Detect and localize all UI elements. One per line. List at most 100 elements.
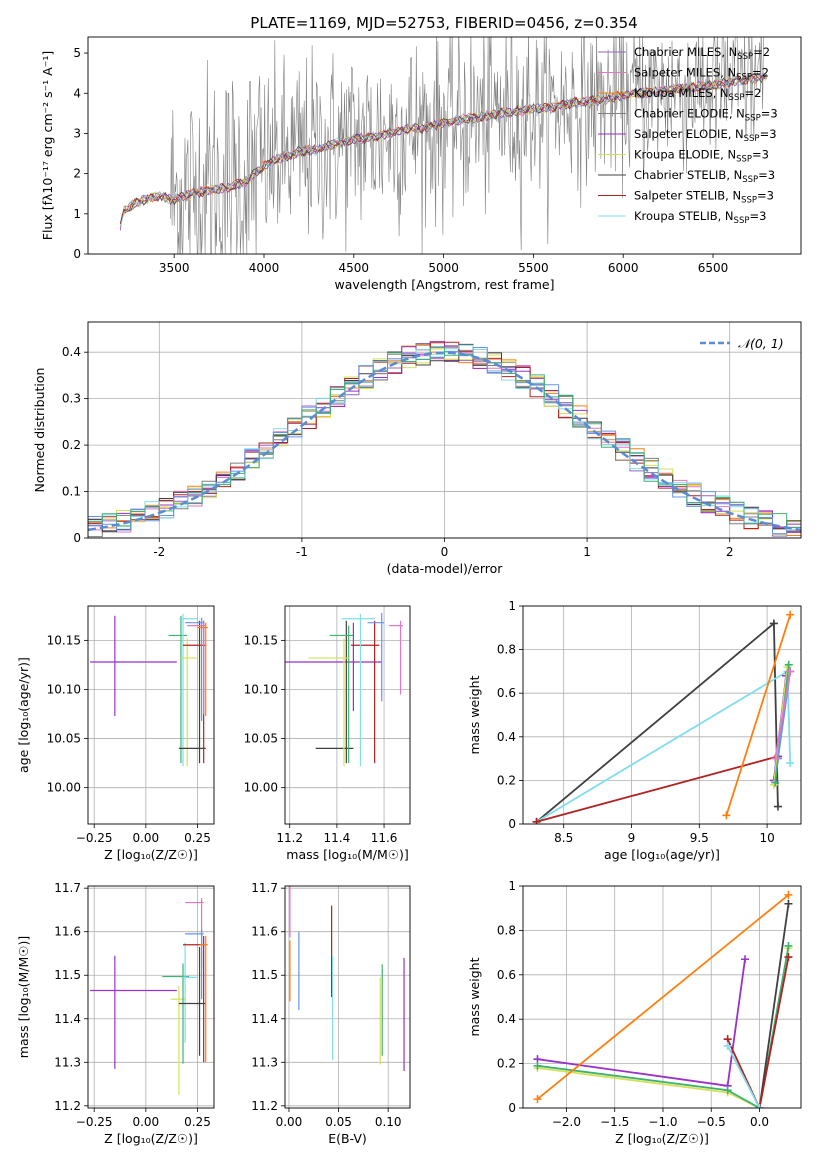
y-tick-label: 1 <box>508 879 516 893</box>
y-axis-label: mass weight <box>467 957 482 1036</box>
y-axis-label: Normed distribution <box>32 368 47 493</box>
errorbar-point <box>187 620 206 715</box>
series <box>771 667 795 763</box>
series-line <box>774 671 792 759</box>
normal-curve <box>88 351 801 532</box>
y-tick-label: 0 <box>73 531 81 545</box>
legend-label: Salpeter ELODIE, NSSP=3 <box>634 127 777 144</box>
series-marker <box>723 1041 732 1050</box>
series-marker <box>723 1086 732 1095</box>
errorbar-point <box>308 638 349 767</box>
y-tick-label: 10.15 <box>244 633 278 647</box>
axes-frame <box>87 605 215 825</box>
axes-frame <box>87 885 215 1109</box>
series-line <box>537 945 790 1108</box>
y-tick-label: 10.10 <box>47 682 81 696</box>
axes-frame <box>87 321 802 539</box>
y-tick-label: 5 <box>73 46 81 60</box>
x-tick-label: 11.6 <box>371 831 398 845</box>
series-marker <box>722 811 731 820</box>
y-tick-label: 11.2 <box>54 1099 81 1113</box>
plot-area-mass-vs-Z <box>90 898 208 1095</box>
series-line <box>725 614 792 816</box>
x-tick-label: 2 <box>726 545 734 559</box>
series-marker <box>769 619 778 628</box>
y-tick-label: 0.8 <box>497 923 516 937</box>
errorbar-point <box>329 625 354 764</box>
x-tick-label: 0.0 <box>750 1115 769 1129</box>
series-marker <box>784 660 793 669</box>
axes-mass-vs-Z: −0.25 0.00 0.25 11.2 11.3 11.4 11.5 11.6 11.7 Z [… <box>16 881 215 1146</box>
model-line <box>119 73 768 227</box>
axes-frame <box>284 885 411 1109</box>
y-tick-label: 0 <box>508 1101 516 1115</box>
y-tick-label: 0.2 <box>497 1057 516 1071</box>
x-tick-label: −1.0 <box>648 1115 677 1129</box>
x-tick-label: 11.2 <box>276 831 303 845</box>
x-tick-label: 6500 <box>698 261 729 275</box>
x-tick-label: 0.10 <box>375 1115 402 1129</box>
y-tick-label: 0 <box>73 247 81 261</box>
errorbar-point <box>178 613 198 767</box>
series-marker <box>784 953 793 962</box>
y-axis-label: mass [log₁₀(M/M☉)] <box>16 936 31 1058</box>
legend-label: Kroupa STELIB, NSSP=3 <box>634 209 766 226</box>
x-tick-label: 6000 <box>608 261 639 275</box>
axes-residuals: -2 -1 0 1 2 0 0.1 0.2 0.3 0.4 (data-model)/error No… <box>32 321 802 576</box>
errorbar-point <box>90 615 177 716</box>
y-tick-label: 0.2 <box>497 773 516 787</box>
x-tick-label: 9.5 <box>690 831 709 845</box>
x-axis-label: Z [log₁₀(Z/Z☉)] <box>615 1131 709 1146</box>
x-tick-label: 8.5 <box>554 831 573 845</box>
axes-weight-vs-age: 8.5 9 9.5 10 0 0.2 0.4 0.6 0.8 1 age [log₁₀(age/yr… <box>467 599 802 862</box>
x-tick-label: 3500 <box>159 261 190 275</box>
y-tick-label: 0.6 <box>497 686 516 700</box>
x-tick-label: −0.5 <box>697 1115 726 1129</box>
y-tick-label: 0.2 <box>62 438 81 452</box>
series-marker <box>533 1095 542 1104</box>
legend-label: Kroupa ELODIE, NSSP=3 <box>634 148 769 165</box>
series <box>723 1041 764 1108</box>
legend: Chabrier MILES, NSSP=2 Salpeter MILES, NS… <box>598 45 778 226</box>
x-tick-label: 0.05 <box>325 1115 352 1129</box>
y-tick-label: 11.5 <box>251 968 278 982</box>
y-tick-label: 0.3 <box>62 392 81 406</box>
axes-age-vs-mass: 11.2 11.4 11.6 10.00 10.05 10.10 10.15 mass [lo… <box>244 605 411 862</box>
series-line <box>726 956 790 1108</box>
y-tick-label: 0.4 <box>62 345 81 359</box>
plot-area-mass-vs-ebv <box>289 886 405 1071</box>
series-marker <box>741 955 750 964</box>
axes-weight-vs-Z: −2.0 −1.5 −1.0 −0.5 0.0 0 0.2 0.4 0.6 0.8 1 Z [log₁… <box>467 879 802 1146</box>
model-line <box>119 73 768 227</box>
errorbar-point <box>178 620 206 764</box>
y-axis-label: mass weight <box>467 675 482 754</box>
plot-area-weight-vs-age <box>532 610 795 824</box>
y-tick-label: 11.2 <box>251 1099 278 1113</box>
series-marker <box>533 1061 542 1070</box>
series-marker <box>786 667 795 676</box>
x-tick-label: 0.25 <box>184 1115 211 1129</box>
plot-area-spectrum <box>119 37 768 254</box>
x-tick-label: 0 <box>441 545 449 559</box>
legend-label: Chabrier ELODIE, NSSP=3 <box>634 107 778 124</box>
errorbar-point <box>199 936 208 1063</box>
y-tick-label: 10.10 <box>244 682 278 696</box>
series-marker <box>786 758 795 767</box>
y-tick-label: 0.4 <box>497 730 516 744</box>
legend: 𝒩(0, 1) <box>700 336 784 351</box>
series-marker <box>784 941 793 950</box>
y-tick-label: 2 <box>73 167 81 181</box>
x-tick-label: −0.25 <box>76 1115 113 1129</box>
errorbar-point <box>197 622 208 716</box>
y-tick-label: 10.00 <box>244 781 278 795</box>
y-tick-label: 10.05 <box>47 732 81 746</box>
errorbar-point <box>178 946 206 1056</box>
series-marker <box>784 890 793 899</box>
legend-label: Salpeter STELIB, NSSP=3 <box>634 189 774 206</box>
y-axis-label: age [log₁₀(age/yr)] <box>16 657 31 773</box>
series-line <box>726 1045 761 1108</box>
x-tick-label: 4500 <box>339 261 370 275</box>
y-tick-label: 10.05 <box>244 732 278 746</box>
y-tick-label: 11.5 <box>54 968 81 982</box>
